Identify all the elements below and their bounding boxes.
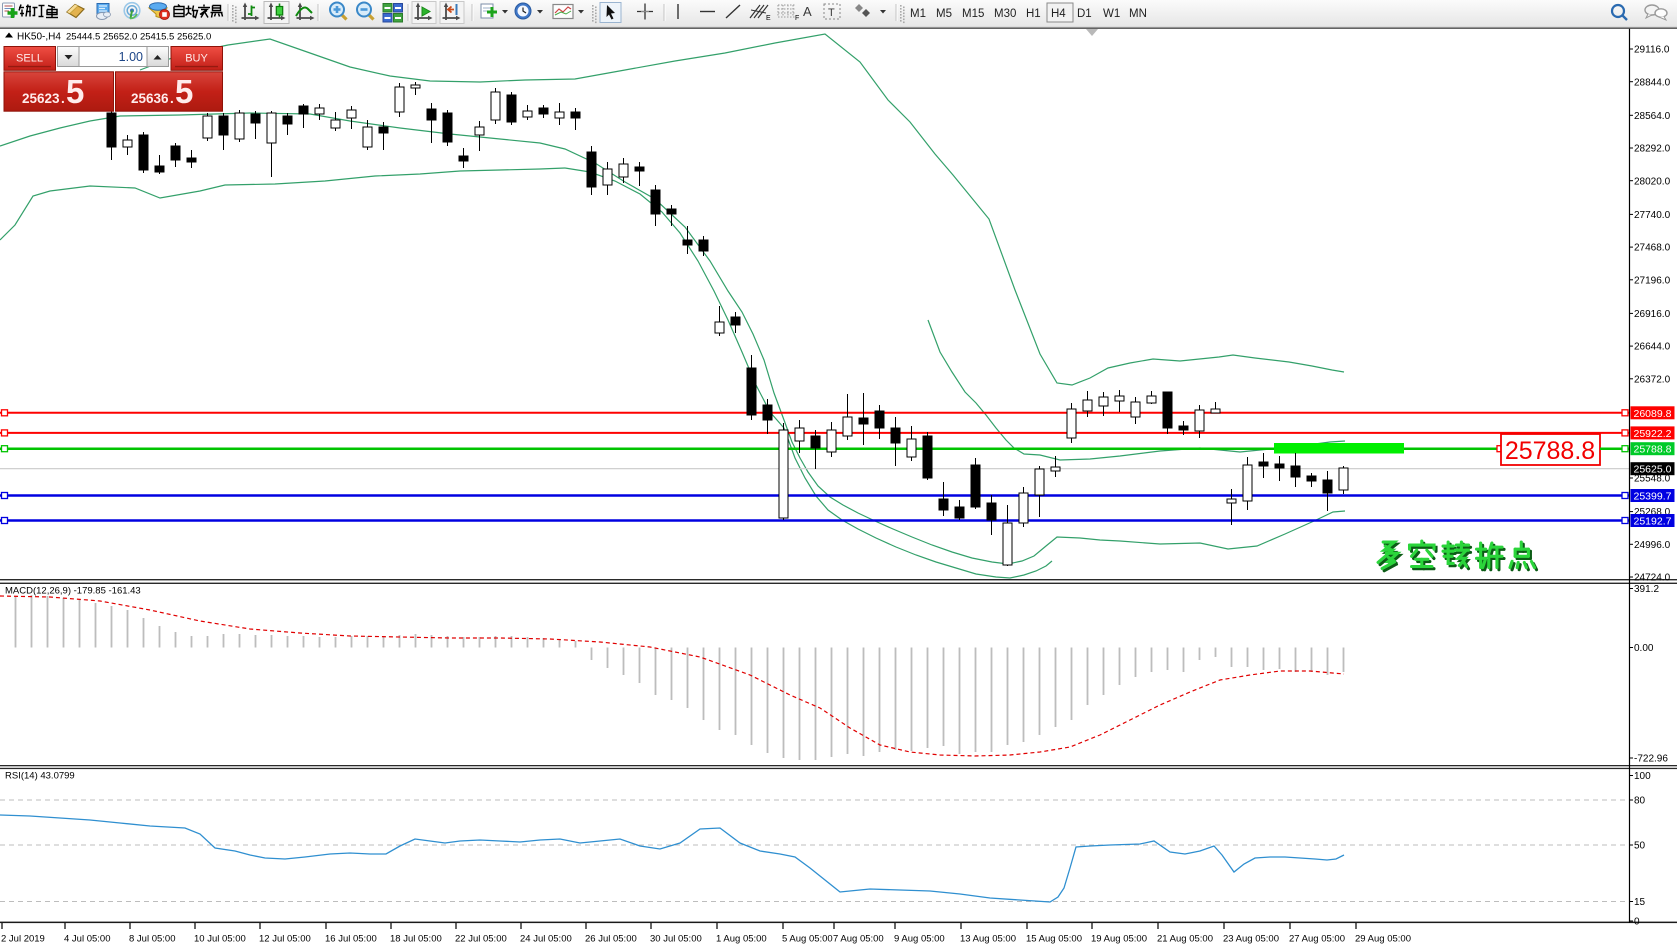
svg-text:25444.5 25652.0 25415.5 25625.: 25444.5 25652.0 25415.5 25625.0 <box>66 32 211 43</box>
svg-text:25922.2: 25922.2 <box>1634 428 1672 440</box>
svg-text:25268.0: 25268.0 <box>1634 507 1671 518</box>
svg-text:26644.0: 26644.0 <box>1634 342 1671 353</box>
svg-text:1 Aug 05:00: 1 Aug 05:00 <box>716 934 767 945</box>
svg-text:24996.0: 24996.0 <box>1634 540 1671 551</box>
svg-text:H1: H1 <box>1026 8 1041 20</box>
svg-text:26372.0: 26372.0 <box>1634 374 1671 385</box>
svg-text:391.2: 391.2 <box>1634 584 1659 595</box>
svg-text:30 Jul 05:00: 30 Jul 05:00 <box>650 934 702 945</box>
svg-text:27 Aug 05:00: 27 Aug 05:00 <box>1289 934 1345 945</box>
svg-text:BUY: BUY <box>185 53 208 65</box>
svg-text:RSI(14) 43.0799: RSI(14) 43.0799 <box>5 771 75 782</box>
svg-text:E: E <box>766 15 771 22</box>
svg-text:2 Jul 2019: 2 Jul 2019 <box>1 934 45 945</box>
svg-text:16 Jul 05:00: 16 Jul 05:00 <box>325 934 377 945</box>
svg-text:100: 100 <box>1634 771 1651 782</box>
svg-text:28020.0: 28020.0 <box>1634 176 1671 187</box>
svg-text:25623: 25623 <box>22 91 60 106</box>
svg-text:28564.0: 28564.0 <box>1634 111 1671 122</box>
svg-text:24 Jul 05:00: 24 Jul 05:00 <box>520 934 572 945</box>
svg-text:29116.0: 29116.0 <box>1634 45 1670 56</box>
svg-text:12 Jul 05:00: 12 Jul 05:00 <box>259 934 311 945</box>
svg-text:4 Jul 05:00: 4 Jul 05:00 <box>64 934 110 945</box>
svg-text:25788.8: 25788.8 <box>1505 437 1595 465</box>
svg-text:8 Jul 05:00: 8 Jul 05:00 <box>129 934 175 945</box>
svg-text:27740.0: 27740.0 <box>1634 210 1671 221</box>
svg-text:25788.8: 25788.8 <box>1634 444 1672 456</box>
svg-text:F: F <box>795 15 799 22</box>
svg-text:.: . <box>61 91 65 106</box>
svg-text:28292.0: 28292.0 <box>1634 144 1671 155</box>
svg-text:50: 50 <box>1634 841 1646 852</box>
svg-text:7 Aug 05:00: 7 Aug 05:00 <box>833 934 884 945</box>
svg-text:0: 0 <box>1634 917 1640 928</box>
svg-text:26089.8: 26089.8 <box>1634 408 1672 420</box>
svg-text:-722.96: -722.96 <box>1634 754 1668 765</box>
svg-text:27196.0: 27196.0 <box>1634 275 1671 286</box>
svg-text:MACD(12,26,9) -179.85 -161.43: MACD(12,26,9) -179.85 -161.43 <box>5 586 141 597</box>
svg-text:22 Jul 05:00: 22 Jul 05:00 <box>455 934 507 945</box>
svg-text:M1: M1 <box>910 8 926 20</box>
svg-text:18 Jul 05:00: 18 Jul 05:00 <box>390 934 442 945</box>
svg-text:13 Aug 05:00: 13 Aug 05:00 <box>960 934 1016 945</box>
svg-text:24724.0: 24724.0 <box>1634 573 1671 584</box>
svg-text:A: A <box>803 4 812 19</box>
svg-text:21 Aug 05:00: 21 Aug 05:00 <box>1157 934 1213 945</box>
svg-text:25399.7: 25399.7 <box>1634 491 1672 503</box>
svg-text:26 Jul 05:00: 26 Jul 05:00 <box>585 934 637 945</box>
svg-text:5: 5 <box>175 73 193 110</box>
svg-text:28844.0: 28844.0 <box>1634 77 1671 88</box>
svg-text:25625.0: 25625.0 <box>1634 464 1672 476</box>
svg-text:HK50-,H4: HK50-,H4 <box>17 32 61 43</box>
svg-text:26916.0: 26916.0 <box>1634 309 1671 320</box>
svg-text:27468.0: 27468.0 <box>1634 243 1671 254</box>
svg-text:25548.0: 25548.0 <box>1634 474 1671 485</box>
svg-text:9 Aug 05:00: 9 Aug 05:00 <box>894 934 945 945</box>
svg-text:T: T <box>828 7 835 19</box>
svg-text:D1: D1 <box>1077 8 1092 20</box>
svg-text:25636: 25636 <box>131 91 169 106</box>
svg-text:1.00: 1.00 <box>119 50 143 64</box>
svg-text:SELL: SELL <box>16 53 43 65</box>
svg-text:19 Aug 05:00: 19 Aug 05:00 <box>1091 934 1147 945</box>
svg-text:.: . <box>170 91 174 106</box>
svg-text:5 Aug 05:00: 5 Aug 05:00 <box>782 934 833 945</box>
svg-text:H4: H4 <box>1051 8 1066 20</box>
svg-text:25192.7: 25192.7 <box>1634 516 1672 528</box>
svg-text:15: 15 <box>1634 897 1646 908</box>
svg-text:80: 80 <box>1634 796 1646 807</box>
svg-text:W1: W1 <box>1103 8 1120 20</box>
svg-text:10 Jul 05:00: 10 Jul 05:00 <box>194 934 246 945</box>
svg-text:M30: M30 <box>994 8 1016 20</box>
svg-text:MN: MN <box>1129 8 1147 20</box>
svg-text:M15: M15 <box>962 8 984 20</box>
svg-text:29 Aug 05:00: 29 Aug 05:00 <box>1355 934 1411 945</box>
svg-text:23 Aug 05:00: 23 Aug 05:00 <box>1223 934 1279 945</box>
svg-text:15 Aug 05:00: 15 Aug 05:00 <box>1026 934 1082 945</box>
svg-text:M5: M5 <box>936 8 952 20</box>
svg-text:5: 5 <box>66 73 84 110</box>
svg-text:0.00: 0.00 <box>1634 643 1654 654</box>
